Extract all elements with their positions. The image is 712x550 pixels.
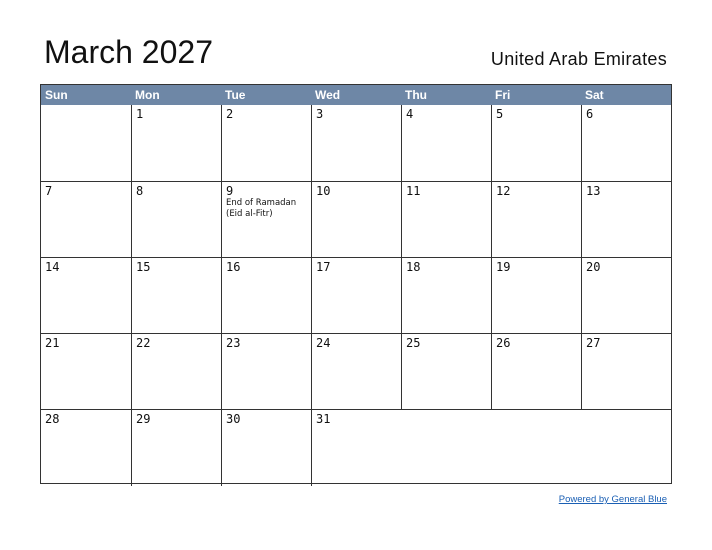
day-cell: 28 <box>41 410 131 486</box>
month-title: March 2027 <box>44 34 213 70</box>
day-number: 2 <box>226 107 234 121</box>
week-row: 1 2 3 4 5 6 <box>41 105 671 181</box>
day-number: 31 <box>316 412 331 426</box>
day-number: 10 <box>316 184 331 198</box>
day-number: 17 <box>316 260 331 274</box>
day-cell: 8 <box>131 182 221 258</box>
day-number: 3 <box>316 107 324 121</box>
day-cell: 21 <box>41 334 131 410</box>
weekday-thu: Thu <box>405 88 427 102</box>
day-number: 14 <box>45 260 60 274</box>
day-cell: 19 <box>491 258 581 334</box>
day-number: 21 <box>45 336 60 350</box>
weekday-wed: Wed <box>315 88 341 102</box>
day-cell: 3 <box>311 105 401 181</box>
day-number: 26 <box>496 336 511 350</box>
day-cell: 30 <box>221 410 311 486</box>
day-cell: 31 <box>311 410 401 486</box>
calendar-grid: Sun Mon Tue Wed Thu Fri Sat 1 2 3 4 5 6 … <box>40 84 672 486</box>
day-cell: 23 <box>221 334 311 410</box>
weekday-mon: Mon <box>135 88 160 102</box>
day-number: 4 <box>406 107 414 121</box>
day-cell: 27 <box>581 334 671 410</box>
week-row: 7 8 9 End of Ramadan (Eid al-Fitr) 10 11… <box>41 181 671 258</box>
day-number: 23 <box>226 336 241 350</box>
day-cell: 5 <box>491 105 581 181</box>
day-cell: 22 <box>131 334 221 410</box>
day-number: 18 <box>406 260 421 274</box>
day-number: 19 <box>496 260 511 274</box>
day-number: 30 <box>226 412 241 426</box>
weekday-fri: Fri <box>495 88 511 102</box>
week-row: 28 29 30 31 <box>41 409 671 486</box>
day-number: 1 <box>136 107 144 121</box>
day-cell: 25 <box>401 334 491 410</box>
day-cell: 15 <box>131 258 221 334</box>
day-number: 25 <box>406 336 421 350</box>
day-cell <box>401 410 491 486</box>
weekday-header: Sun Mon Tue Wed Thu Fri Sat <box>41 85 671 105</box>
day-number: 22 <box>136 336 151 350</box>
day-number: 29 <box>136 412 151 426</box>
weekday-sun: Sun <box>45 88 68 102</box>
day-cell: 1 <box>131 105 221 181</box>
day-number: 12 <box>496 184 511 198</box>
day-cell: 4 <box>401 105 491 181</box>
day-cell: 9 End of Ramadan (Eid al-Fitr) <box>221 182 311 258</box>
powered-by-link[interactable]: Powered by General Blue <box>558 494 667 505</box>
day-number: 5 <box>496 107 504 121</box>
day-number: 7 <box>45 184 53 198</box>
week-row: 14 15 16 17 18 19 20 <box>41 257 671 334</box>
day-cell: 16 <box>221 258 311 334</box>
day-number: 8 <box>136 184 144 198</box>
day-number: 11 <box>406 184 421 198</box>
country-name: United Arab Emirates <box>490 49 667 69</box>
day-cell: 6 <box>581 105 671 181</box>
day-cell: 12 <box>491 182 581 258</box>
day-cell: 2 <box>221 105 311 181</box>
day-number: 28 <box>45 412 60 426</box>
day-cell <box>41 105 131 181</box>
day-cell: 17 <box>311 258 401 334</box>
day-cell <box>581 410 671 486</box>
day-cell: 29 <box>131 410 221 486</box>
day-number: 16 <box>226 260 241 274</box>
weekday-sat: Sat <box>585 88 604 102</box>
day-cell <box>491 410 581 486</box>
holiday-label: End of Ramadan (Eid al-Fitr) <box>226 198 297 219</box>
day-cell: 13 <box>581 182 671 258</box>
week-row: 21 22 23 24 25 26 27 <box>41 333 671 410</box>
day-cell: 18 <box>401 258 491 334</box>
day-cell: 26 <box>491 334 581 410</box>
day-number: 24 <box>316 336 331 350</box>
weekday-tue: Tue <box>225 88 246 102</box>
day-number: 13 <box>586 184 601 198</box>
day-number: 27 <box>586 336 601 350</box>
day-cell: 10 <box>311 182 401 258</box>
day-cell: 7 <box>41 182 131 258</box>
day-number: 9 <box>226 184 234 198</box>
day-number: 20 <box>586 260 601 274</box>
day-cell: 14 <box>41 258 131 334</box>
day-cell: 24 <box>311 334 401 410</box>
day-cell: 20 <box>581 258 671 334</box>
day-cell: 11 <box>401 182 491 258</box>
day-number: 15 <box>136 260 151 274</box>
day-number: 6 <box>586 107 594 121</box>
